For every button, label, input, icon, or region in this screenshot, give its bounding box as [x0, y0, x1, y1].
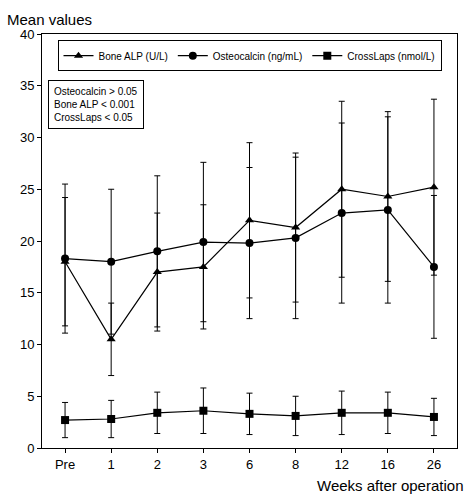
svg-text:26: 26	[427, 457, 441, 472]
svg-text:40: 40	[20, 27, 34, 42]
svg-text:16: 16	[381, 457, 395, 472]
svg-text:25: 25	[20, 182, 34, 197]
svg-text:8: 8	[292, 457, 299, 472]
svg-text:30: 30	[20, 130, 34, 145]
svg-text:Mean values: Mean values	[7, 11, 92, 28]
svg-text:1: 1	[108, 457, 115, 472]
svg-text:0: 0	[27, 441, 34, 456]
svg-text:12: 12	[334, 457, 348, 472]
svg-text:Bone ALP (U/L): Bone ALP (U/L)	[99, 51, 168, 62]
svg-text:Osteocalcin (ng/mL): Osteocalcin (ng/mL)	[213, 51, 302, 62]
svg-text:2: 2	[154, 457, 161, 472]
svg-text:10: 10	[20, 337, 34, 352]
svg-text:20: 20	[20, 234, 34, 249]
svg-text:Pre: Pre	[55, 457, 75, 472]
svg-text:5: 5	[27, 389, 34, 404]
svg-text:15: 15	[20, 285, 34, 300]
svg-text:Osteocalcin > 0.05Bone ALP < 0: Osteocalcin > 0.05Bone ALP < 0.001CrossL…	[54, 86, 138, 123]
svg-text:6: 6	[246, 457, 253, 472]
svg-text:3: 3	[200, 457, 207, 472]
svg-text:Weeks after operation: Weeks after operation	[317, 477, 463, 494]
svg-text:35: 35	[20, 78, 34, 93]
svg-text:CrossLaps (nmol/L): CrossLaps (nmol/L)	[347, 51, 434, 62]
